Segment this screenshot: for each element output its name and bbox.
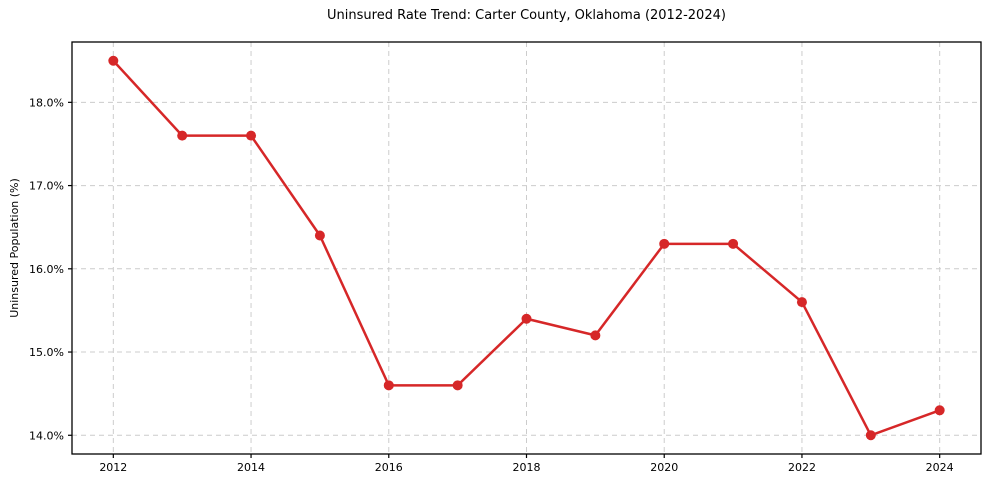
y-tick-label: 15.0% — [29, 346, 64, 359]
chart-title: Uninsured Rate Trend: Carter County, Okl… — [327, 8, 726, 23]
data-point-marker — [659, 238, 670, 249]
data-point-marker — [728, 238, 739, 249]
x-tick-label: 2014 — [237, 461, 265, 474]
x-tick-label: 2018 — [513, 461, 541, 474]
data-point-marker — [383, 380, 394, 391]
y-tick-label: 17.0% — [29, 180, 64, 193]
y-tick-label: 18.0% — [29, 96, 64, 109]
data-point-marker — [452, 380, 463, 391]
x-tick-label: 2016 — [375, 461, 403, 474]
data-point-marker — [246, 130, 257, 141]
x-tick-label: 2022 — [788, 461, 816, 474]
data-point-marker — [590, 330, 601, 341]
data-point-marker — [177, 130, 188, 141]
y-tick-label: 16.0% — [29, 263, 64, 276]
data-point-marker — [108, 55, 119, 66]
data-point-marker — [314, 230, 325, 241]
y-tick-label: 14.0% — [29, 429, 64, 442]
x-tick-label: 2024 — [926, 461, 954, 474]
data-point-marker — [521, 313, 532, 324]
data-point-marker — [934, 405, 945, 416]
plot-border — [71, 41, 982, 455]
data-point-marker — [865, 430, 876, 441]
y-axis-label-text: Uninsured Population (%) — [8, 178, 21, 318]
x-tick-label: 2012 — [99, 461, 127, 474]
x-tick-label: 2020 — [650, 461, 678, 474]
data-point-marker — [796, 297, 807, 308]
